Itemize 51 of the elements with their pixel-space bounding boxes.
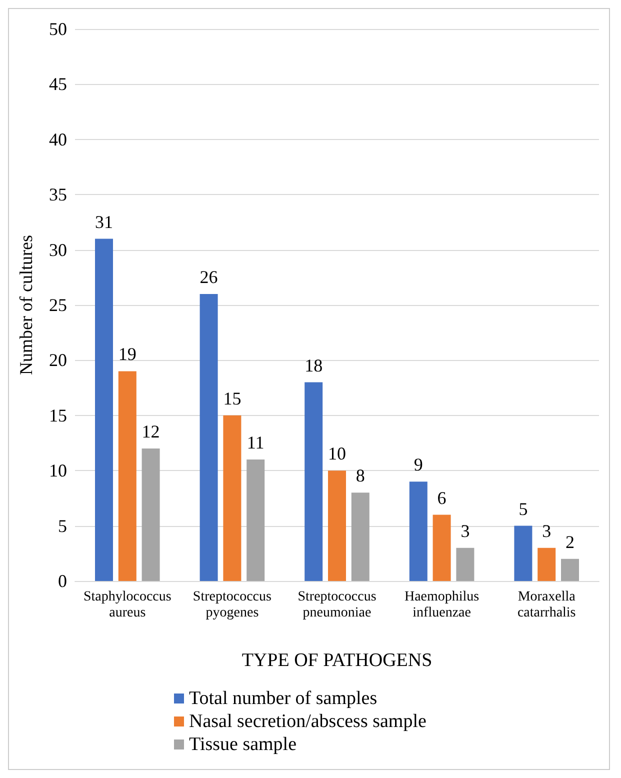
legend-label: Total number of samples: [189, 688, 378, 709]
bar: [409, 482, 428, 581]
data-label: 8: [356, 466, 365, 486]
bar: [514, 526, 532, 581]
data-label: 19: [118, 344, 136, 364]
bar: [95, 238, 113, 581]
y-tick-label: 40: [49, 129, 67, 150]
bar: [142, 448, 160, 581]
x-tick-label: Haemophilus influenzae: [404, 590, 480, 620]
x-tick-label: Streptococcus pneumoniae: [298, 590, 376, 620]
y-tick-label: 5: [58, 516, 67, 536]
x-tick-label: Moraxella catarrhalis: [517, 590, 576, 620]
bar: [456, 548, 474, 581]
legend-label: Nasal secretion/abscess sample: [189, 711, 426, 732]
bar: [538, 548, 556, 581]
data-label: 3: [460, 520, 470, 541]
y-tick-label: 45: [49, 74, 67, 94]
data-label: 9: [414, 454, 423, 475]
bar: [118, 371, 136, 581]
x-tick-label: Staphylococcus aureus: [83, 590, 172, 620]
bar: [351, 492, 370, 581]
y-tick-label: 0: [58, 571, 67, 591]
data-label: 18: [304, 355, 323, 376]
bar: [200, 294, 218, 581]
y-tick-label: 35: [49, 184, 67, 205]
bar: [432, 514, 451, 581]
y-tick-label: 15: [49, 405, 67, 426]
data-label: 12: [142, 422, 160, 442]
data-label: 10: [328, 444, 346, 464]
data-label: 11: [246, 432, 264, 453]
y-axis-title: Number of cultures: [16, 235, 36, 375]
data-label: 6: [437, 488, 446, 508]
data-label: 5: [518, 498, 528, 519]
bar: [304, 382, 323, 581]
x-axis-title: TYPE OF PATHOGENS: [242, 650, 432, 671]
bar: [561, 558, 579, 581]
bar: [328, 470, 346, 581]
y-tick-label: 25: [49, 295, 67, 315]
x-tick-label: Streptococcus pyogenes: [192, 590, 272, 620]
data-label: 3: [542, 520, 552, 541]
y-tick-label: 50: [49, 19, 67, 39]
data-label: 15: [223, 388, 242, 408]
bar: [246, 460, 265, 581]
data-label: 31: [95, 212, 113, 232]
y-tick-label: 20: [49, 350, 67, 370]
legend-label: Tissue sample: [189, 734, 297, 755]
y-tick-label: 10: [49, 460, 67, 481]
data-label: 2: [566, 532, 574, 552]
y-tick-label: 30: [49, 240, 67, 260]
data-label: 26: [200, 266, 218, 287]
bar: [223, 415, 242, 581]
